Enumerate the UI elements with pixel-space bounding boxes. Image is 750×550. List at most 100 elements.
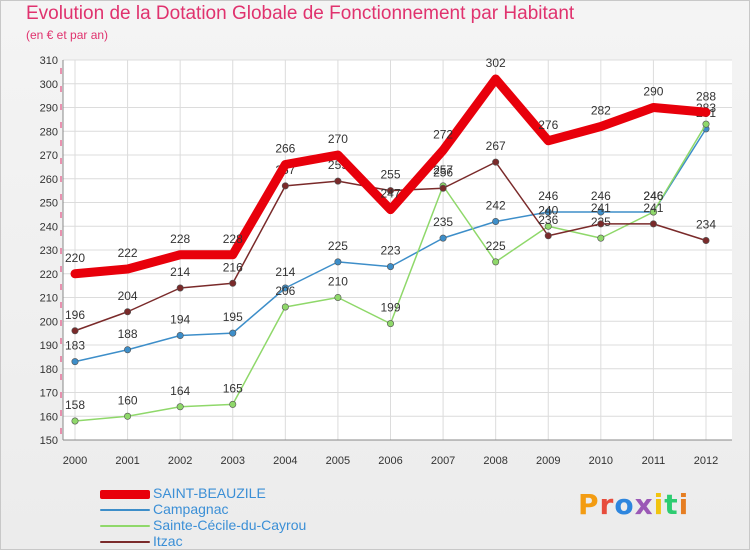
data-point <box>597 208 605 216</box>
data-label: 246 <box>591 189 611 203</box>
data-label: 240 <box>538 203 558 217</box>
legend-swatch <box>100 490 150 499</box>
y-tick-label: 230 <box>40 245 58 257</box>
data-label: 236 <box>538 213 558 227</box>
data-point <box>229 279 237 287</box>
data-label: 223 <box>380 244 400 258</box>
data-label: 246 <box>643 189 663 203</box>
data-point <box>71 327 79 335</box>
data-point <box>544 222 552 230</box>
y-tick-label: 240 <box>40 221 58 233</box>
logo-letter: x <box>634 488 654 521</box>
data-point <box>176 331 184 339</box>
logo-letter: i <box>678 488 690 521</box>
y-tick-label: 250 <box>40 198 58 210</box>
data-label: 220 <box>65 251 85 265</box>
legend-label: Sainte-Cécile-du-Cayrou <box>153 517 307 533</box>
data-point <box>649 220 657 228</box>
data-label: 242 <box>486 199 506 213</box>
proxiti-logo: Proxiti <box>578 488 689 521</box>
data-label: 160 <box>118 393 138 407</box>
data-label: 290 <box>643 85 663 99</box>
data-label: 246 <box>643 189 663 203</box>
x-tick-label: 2007 <box>431 455 455 467</box>
y-tick-label: 170 <box>40 388 58 400</box>
data-point <box>439 184 447 192</box>
data-point <box>176 403 184 411</box>
legend-swatch <box>100 525 150 527</box>
data-label: 214 <box>170 265 190 279</box>
data-label: 158 <box>65 398 85 412</box>
data-point <box>334 293 342 301</box>
y-tick-label: 310 <box>40 55 58 67</box>
chart-subtitle: (en € et par an) <box>26 28 109 42</box>
logo-letter: r <box>599 488 615 521</box>
data-point <box>386 263 394 271</box>
data-label: 195 <box>223 310 243 324</box>
data-label: 222 <box>118 246 138 260</box>
data-label: 164 <box>170 384 190 398</box>
x-tick-label: 2003 <box>221 455 245 467</box>
y-tick-label: 300 <box>40 79 58 91</box>
x-tick-label: 2006 <box>378 455 402 467</box>
legend-label: Campagnac <box>153 501 229 517</box>
y-tick-label: 160 <box>40 411 58 423</box>
y-tick-label: 210 <box>40 293 58 305</box>
data-point <box>281 182 289 190</box>
data-label: 225 <box>486 239 506 253</box>
data-point <box>597 234 605 242</box>
y-tick-label: 190 <box>40 340 58 352</box>
data-label: 206 <box>275 284 295 298</box>
y-tick-label: 180 <box>40 364 58 376</box>
data-label: 302 <box>486 56 506 70</box>
data-label: 267 <box>486 139 506 153</box>
data-point <box>176 284 184 292</box>
x-tick-label: 2004 <box>273 455 297 467</box>
data-point <box>492 218 500 226</box>
data-label: 266 <box>275 142 295 156</box>
chart-title: Evolution de la Dotation Globale de Fonc… <box>26 3 575 24</box>
data-label: 228 <box>223 232 243 246</box>
legend-swatch <box>100 509 150 511</box>
legend-label: SAINT-BEAUZILE <box>153 485 266 501</box>
data-label: 256 <box>433 165 453 179</box>
y-tick-label: 150 <box>40 435 58 447</box>
data-label: 241 <box>591 201 611 215</box>
data-label: 246 <box>538 189 558 203</box>
data-point <box>71 358 79 366</box>
y-tick-label: 270 <box>40 150 58 162</box>
data-label: 210 <box>328 275 348 289</box>
data-label: 257 <box>433 163 453 177</box>
data-point <box>544 232 552 240</box>
logo-letter: i <box>653 488 665 521</box>
y-tick-label: 280 <box>40 126 58 138</box>
data-label: 199 <box>380 301 400 315</box>
data-label: 216 <box>223 260 243 274</box>
data-label: 282 <box>591 104 611 118</box>
data-point <box>334 258 342 266</box>
data-point <box>439 234 447 242</box>
y-tick-label: 260 <box>40 174 58 186</box>
x-tick-label: 2012 <box>694 455 718 467</box>
data-label: 214 <box>275 265 295 279</box>
data-label: 288 <box>696 89 716 103</box>
x-tick-label: 2011 <box>642 455 666 467</box>
x-tick-label: 2002 <box>168 455 192 467</box>
y-tick-label: 220 <box>40 269 58 281</box>
data-point <box>281 303 289 311</box>
data-label: 196 <box>65 308 85 322</box>
data-point <box>386 320 394 328</box>
data-label: 188 <box>118 327 138 341</box>
logo-letter: P <box>578 488 600 521</box>
data-label: 204 <box>118 289 138 303</box>
series-line <box>70 74 711 279</box>
data-point <box>492 258 500 266</box>
data-point <box>124 412 132 420</box>
data-label: 235 <box>433 215 453 229</box>
series-saint-beauzile: 220 222 228 228 266 270 247 272 302 276 282 290 288 <box>65 56 716 279</box>
x-tick-label: 2005 <box>326 455 350 467</box>
legend-label: Itzac <box>153 533 183 549</box>
x-tick-label: 2008 <box>483 455 507 467</box>
y-tick-label: 200 <box>40 316 58 328</box>
y-tick-label: 290 <box>40 103 58 115</box>
